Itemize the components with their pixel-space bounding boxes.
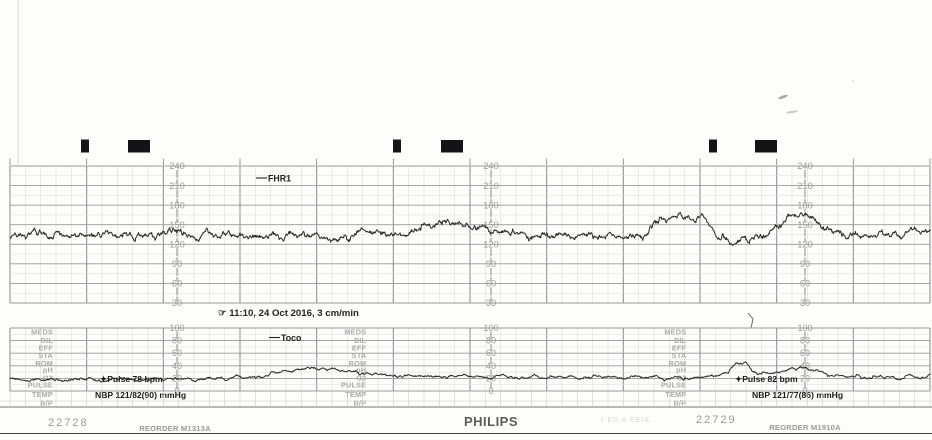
svg-text:90: 90: [800, 259, 810, 269]
svg-text:90: 90: [486, 259, 496, 269]
svg-text:210: 210: [797, 181, 813, 191]
svg-text:REORDER M1910A: REORDER M1910A: [769, 423, 841, 432]
svg-text:NBP 121/82(90) mmHg: NBP 121/82(90) mmHg: [95, 390, 186, 400]
svg-text:✦Pulse 82 bpm: ✦Pulse 82 bpm: [735, 374, 798, 384]
svg-text:90: 90: [172, 259, 182, 269]
svg-text:☞ 11:10, 24 Oct 2016, 3 cm/min: ☞ 11:10, 24 Oct 2016, 3 cm/min: [218, 308, 359, 319]
svg-text:60: 60: [172, 279, 182, 289]
svg-text:30: 30: [486, 298, 496, 308]
svg-text:22728: 22728: [48, 417, 89, 429]
svg-text:240: 240: [169, 161, 185, 171]
svg-text:210: 210: [483, 181, 499, 191]
svg-text:60: 60: [486, 279, 496, 289]
svg-text:Toco: Toco: [281, 333, 302, 343]
svg-text:120: 120: [169, 240, 185, 250]
svg-text:J ED A EEIA: J ED A EEIA: [600, 417, 650, 424]
svg-text:PULSE: PULSE: [661, 381, 686, 390]
svg-text:FHR1: FHR1: [268, 174, 291, 184]
svg-text:30: 30: [800, 298, 810, 308]
svg-text:B/P: B/P: [354, 398, 367, 407]
svg-text:180: 180: [169, 200, 185, 210]
svg-text:PULSE: PULSE: [341, 381, 366, 390]
svg-text:30: 30: [172, 298, 182, 308]
svg-text:240: 240: [797, 161, 813, 171]
svg-text:22729: 22729: [696, 414, 737, 426]
svg-text:120: 120: [797, 240, 813, 250]
svg-text:REORDER M1313A: REORDER M1313A: [139, 424, 211, 433]
svg-text:150: 150: [483, 220, 499, 230]
svg-text:PULSE: PULSE: [28, 381, 53, 390]
svg-text:PHILIPS: PHILIPS: [464, 414, 518, 429]
svg-text:210: 210: [169, 181, 185, 191]
svg-text:180: 180: [797, 200, 813, 210]
svg-text:B/P: B/P: [40, 398, 53, 407]
svg-text:NBP 121/77(86) mmHg: NBP 121/77(86) mmHg: [752, 390, 843, 400]
svg-text:B/P: B/P: [674, 398, 687, 407]
svg-text:180: 180: [483, 200, 499, 210]
svg-text:150: 150: [169, 220, 185, 230]
svg-text:150: 150: [797, 220, 813, 230]
svg-text:60: 60: [800, 279, 810, 289]
svg-text:120: 120: [483, 240, 499, 250]
svg-text:0: 0: [488, 386, 493, 396]
svg-text:240: 240: [483, 161, 499, 171]
